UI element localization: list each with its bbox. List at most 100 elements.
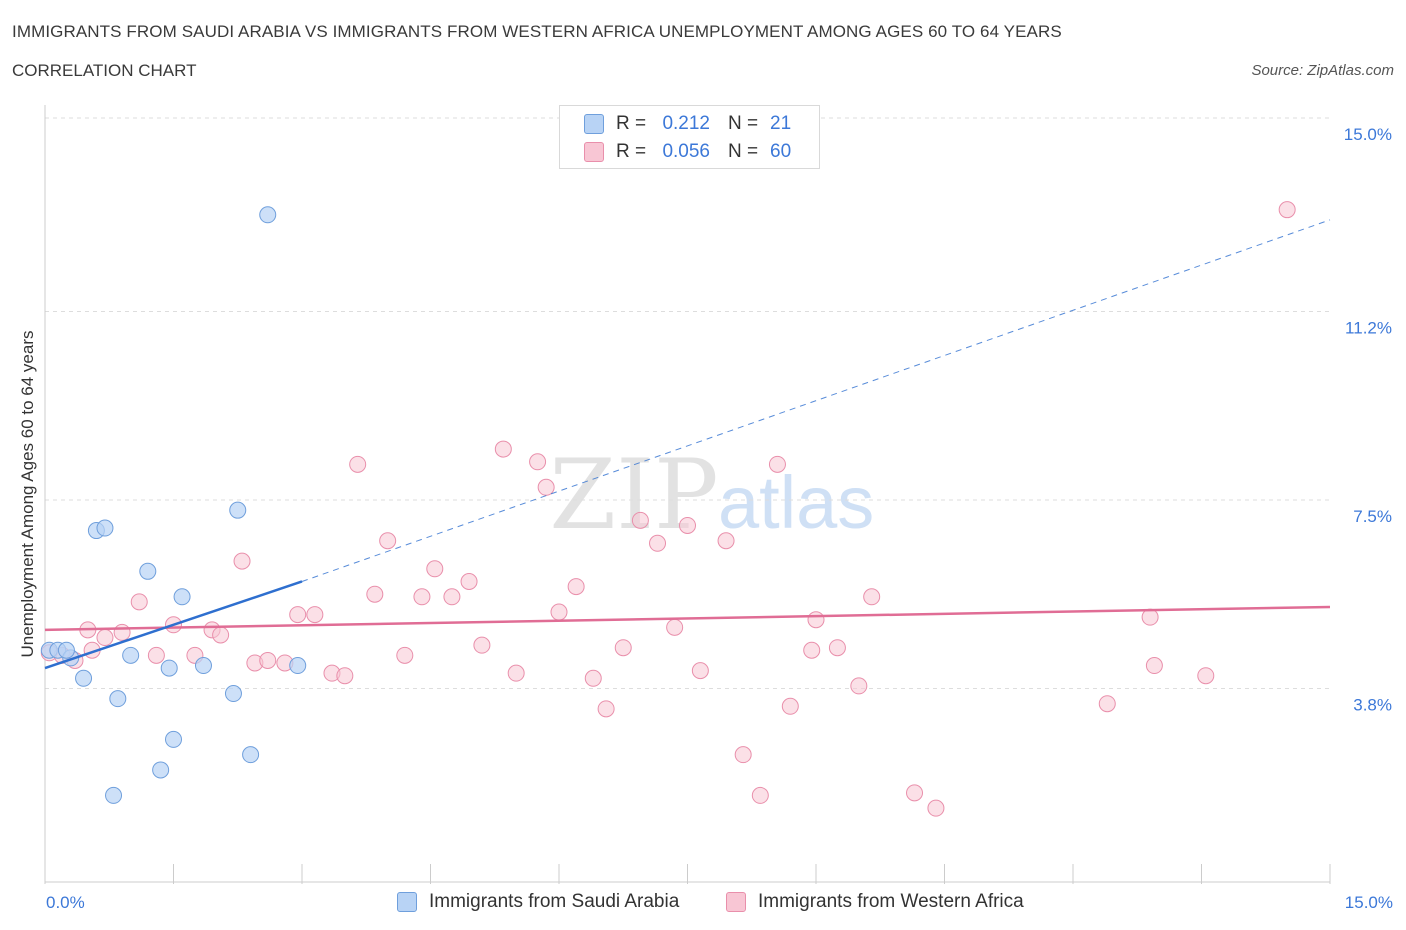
western-africa-point bbox=[507, 664, 525, 682]
saudi-arabia-point bbox=[259, 206, 277, 224]
western-africa-point bbox=[473, 636, 491, 654]
saudi-arabia-point bbox=[75, 669, 93, 687]
western-africa-point bbox=[426, 560, 444, 578]
western-africa-trend-line bbox=[44, 605, 1331, 632]
saudi-arabia-point bbox=[289, 657, 307, 675]
western-africa-point bbox=[289, 606, 307, 624]
saudi-arabia-points bbox=[40, 206, 307, 804]
legend-row-saudi-arabia: R = 0.212 N = 21 bbox=[584, 111, 791, 137]
legend-r-label: R = bbox=[616, 113, 647, 134]
trend-lines bbox=[44, 219, 1331, 670]
saudi-arabia-point bbox=[122, 646, 140, 664]
saudi-arabia-point bbox=[139, 562, 157, 580]
western-africa-point bbox=[259, 651, 277, 669]
bottom-legend-swatch-blue bbox=[397, 892, 417, 912]
y-tick-label: 15.0% bbox=[1344, 125, 1392, 144]
saudi-arabia-point bbox=[152, 761, 170, 779]
saudi-arabia-point bbox=[96, 519, 114, 537]
western-africa-point bbox=[396, 646, 414, 664]
western-africa-point bbox=[567, 578, 585, 596]
x-tick-label: 15.0% bbox=[1345, 893, 1393, 912]
western-africa-point bbox=[781, 697, 799, 715]
saudi-arabia-point bbox=[109, 690, 127, 708]
saudi-arabia-point bbox=[173, 588, 191, 606]
western-africa-point bbox=[494, 440, 512, 458]
legend-row-western-africa: R = 0.056 N = 60 bbox=[584, 139, 791, 165]
legend-n-label: N = bbox=[728, 113, 759, 134]
western-africa-point bbox=[807, 611, 825, 629]
western-africa-point bbox=[443, 588, 461, 606]
legend-n-value: 60 bbox=[770, 141, 792, 162]
saudi-arabia-point bbox=[105, 786, 123, 804]
saudi-arabia-point bbox=[194, 657, 212, 675]
western-africa-point bbox=[212, 626, 230, 644]
saudi-arabia-trend-extension bbox=[301, 219, 1331, 582]
legend-r-value: 0.212 bbox=[662, 113, 710, 134]
legend-r-label: R = bbox=[616, 141, 647, 162]
western-africa-point bbox=[927, 799, 945, 817]
western-africa-point bbox=[537, 478, 555, 496]
source-label: Source: ZipAtlas.com bbox=[1251, 62, 1394, 79]
western-africa-point bbox=[863, 588, 881, 606]
saudi-arabia-trend-line bbox=[44, 580, 303, 670]
western-africa-point bbox=[734, 746, 752, 764]
western-africa-point bbox=[413, 588, 431, 606]
saudi-arabia-point bbox=[57, 641, 75, 659]
legend-swatch-blue bbox=[584, 114, 604, 134]
western-africa-point bbox=[1197, 667, 1215, 685]
western-africa-point bbox=[631, 511, 649, 529]
western-africa-point bbox=[1141, 608, 1159, 626]
western-africa-point bbox=[584, 669, 602, 687]
bottom-legend-swatch-pink bbox=[726, 892, 746, 912]
watermark: ZIP atlas bbox=[549, 439, 874, 551]
western-africa-point bbox=[1145, 657, 1163, 675]
western-africa-point bbox=[906, 784, 924, 802]
western-africa-point bbox=[460, 572, 478, 590]
western-africa-point bbox=[1278, 201, 1296, 219]
western-africa-point bbox=[113, 623, 131, 641]
western-africa-point bbox=[130, 593, 148, 611]
western-africa-point bbox=[614, 639, 632, 657]
watermark-atlas: atlas bbox=[718, 461, 874, 544]
western-africa-point bbox=[768, 455, 786, 473]
x-tick-labels: 0.0% 15.0% bbox=[46, 893, 1393, 912]
western-africa-point bbox=[666, 618, 684, 636]
saudi-arabia-point bbox=[229, 501, 247, 519]
saudi-arabia-point bbox=[165, 730, 182, 748]
western-africa-point bbox=[336, 667, 354, 685]
western-africa-point bbox=[529, 453, 547, 471]
bottom-legend-label: Immigrants from Saudi Arabia bbox=[429, 891, 680, 912]
bottom-legend-saudi-arabia: Immigrants from Saudi Arabia bbox=[397, 889, 679, 915]
saudi-arabia-point bbox=[224, 685, 242, 703]
saudi-arabia-point bbox=[160, 659, 178, 677]
y-tick-label: 11.2% bbox=[1345, 319, 1392, 338]
western-africa-point bbox=[828, 639, 846, 657]
y-tick-label: 7.5% bbox=[1353, 507, 1392, 526]
bottom-legend-label: Immigrants from Western Africa bbox=[758, 891, 1024, 912]
axes bbox=[44, 105, 1331, 884]
western-africa-point bbox=[1098, 695, 1116, 713]
y-tick-labels: 3.8% 7.5% 11.2% 15.0% bbox=[1344, 125, 1392, 714]
y-axis-label: Unemployment Among Ages 60 to 64 years bbox=[18, 331, 37, 658]
western-africa-point bbox=[147, 646, 165, 664]
legend-swatch-pink bbox=[584, 142, 604, 162]
western-africa-point bbox=[751, 786, 769, 804]
chart-subtitle: CORRELATION CHART bbox=[12, 61, 197, 80]
western-africa-point bbox=[366, 585, 384, 603]
western-africa-point bbox=[597, 700, 615, 718]
stats-legend: R = 0.212 N = 21 R = 0.056 N = 60 bbox=[559, 105, 820, 169]
chart-title: IMMIGRANTS FROM SAUDI ARABIA VS IMMIGRAN… bbox=[12, 22, 1062, 41]
western-africa-point bbox=[550, 603, 568, 621]
western-africa-point bbox=[850, 677, 868, 695]
western-africa-point bbox=[691, 662, 709, 680]
western-africa-point bbox=[649, 534, 667, 552]
bottom-legend-western-africa: Immigrants from Western Africa bbox=[726, 889, 1024, 915]
y-tick-label: 3.8% bbox=[1353, 695, 1392, 714]
western-africa-point bbox=[717, 532, 735, 550]
legend-r-value: 0.056 bbox=[662, 141, 710, 162]
watermark-zip: ZIP bbox=[549, 439, 718, 551]
western-africa-point bbox=[379, 532, 397, 550]
western-africa-point bbox=[96, 629, 114, 647]
western-africa-point bbox=[679, 516, 696, 534]
